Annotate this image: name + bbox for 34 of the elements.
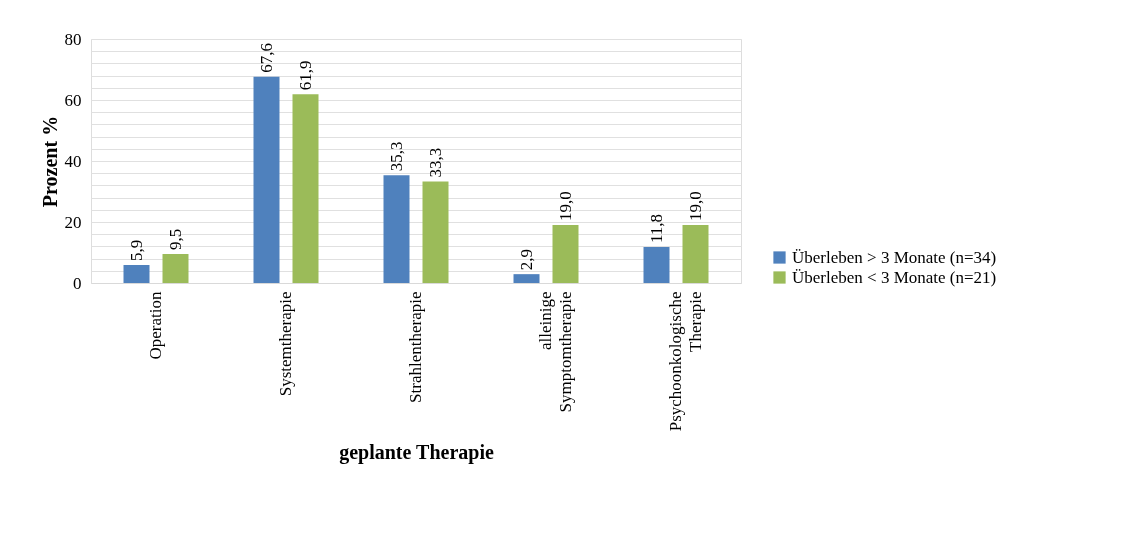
- bar: [292, 94, 319, 283]
- legend-label: Überleben > 3 Monate (n=34): [792, 247, 997, 267]
- x-tick-label: Operation: [146, 291, 165, 360]
- bar: [383, 175, 410, 283]
- data-label: 2,9: [516, 248, 536, 271]
- bar: [682, 225, 709, 283]
- y-tick-label: 40: [64, 151, 82, 171]
- y-tick-label: 0: [73, 273, 82, 293]
- bar: [643, 247, 670, 283]
- data-label: 67,6: [256, 43, 276, 73]
- data-label: 33,3: [425, 147, 445, 178]
- x-axis-title: geplante Therapie: [339, 441, 494, 465]
- y-tick-label: 80: [64, 29, 82, 49]
- data-label: 11,8: [646, 213, 666, 244]
- y-tick-label: 20: [64, 212, 82, 232]
- x-tick-label: Psychoonkologische Therapie: [666, 291, 705, 432]
- bar: [162, 254, 189, 283]
- data-label: 19,0: [685, 191, 705, 222]
- x-tick-label: Strahlentherapie: [406, 291, 425, 403]
- data-label: 19,0: [555, 191, 575, 222]
- data-label: 5,9: [126, 239, 146, 262]
- data-label: 35,3: [386, 141, 406, 172]
- bar: [123, 265, 150, 283]
- bar: [552, 225, 579, 283]
- y-axis-title: Prozent %: [38, 115, 61, 208]
- bar: [513, 274, 540, 283]
- data-label: 9,5: [165, 228, 185, 251]
- legend-label: Überleben < 3 Monate (n=21): [792, 267, 997, 287]
- data-label: 61,9: [295, 60, 315, 91]
- bar: [422, 181, 449, 283]
- bar: [253, 76, 280, 283]
- x-tick-label: alleinige Symptomtherapie: [536, 291, 575, 413]
- x-tick-label: Systemtherapie: [276, 291, 295, 397]
- y-tick-label: 60: [64, 90, 82, 110]
